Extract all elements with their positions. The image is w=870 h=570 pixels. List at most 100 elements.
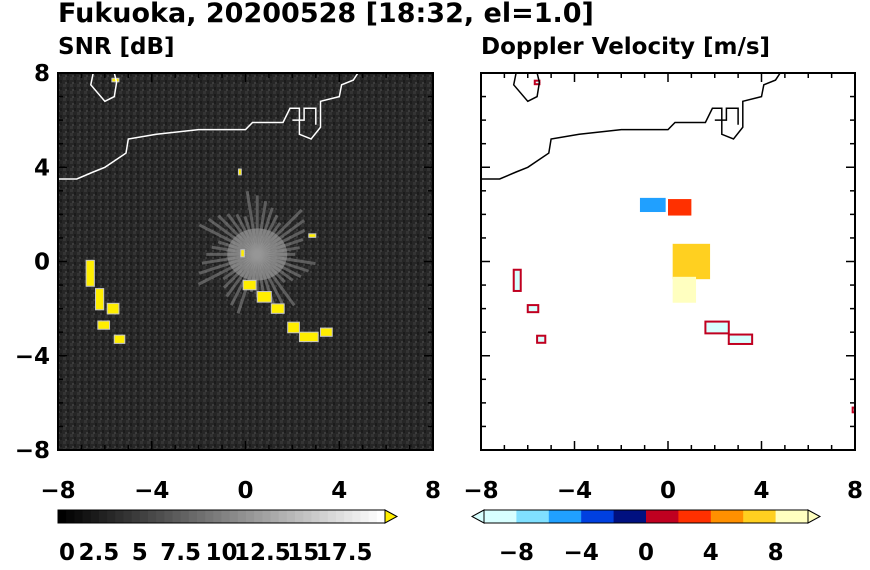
colorbar-bin	[221, 510, 231, 523]
snr-axes: −8 −4 0 4 8 8 4 0 −4 −8	[15, 61, 441, 504]
colorbar-bin	[500, 510, 517, 523]
snr-coastline	[58, 73, 359, 180]
colorbar-bin	[629, 510, 647, 523]
colorbar-tick-label: −8	[499, 540, 534, 566]
x-tick-label: 8	[847, 478, 863, 504]
snr-echo	[85, 259, 95, 287]
colorbar-tick-label: 5	[132, 540, 148, 566]
colorbar-bin	[311, 510, 321, 523]
colorbar-tick-label: 10	[205, 540, 237, 566]
snr-echo	[106, 302, 120, 315]
x-tick-label: −8	[463, 478, 498, 504]
vel-plot-content	[481, 73, 855, 450]
colorbar-bin	[90, 510, 100, 523]
colorbar-bin	[548, 510, 566, 523]
colorbar-bin	[662, 510, 679, 523]
colorbar-bin	[775, 510, 793, 523]
snr-coastline-pier	[292, 107, 317, 125]
colorbar-bin	[58, 510, 67, 523]
colorbar-bin	[188, 510, 198, 523]
colorbar-bin	[262, 510, 272, 523]
y-tick-label: −8	[15, 438, 50, 464]
colorbar-bin	[743, 510, 760, 523]
colorbar-bin	[759, 510, 777, 523]
vel-coastline	[481, 73, 781, 180]
colorbar-tick-label: 17.5	[316, 540, 373, 566]
colorbar-bin	[164, 510, 173, 523]
colorbar-bin	[791, 510, 809, 523]
colorbar-tick-label: 8	[768, 540, 784, 566]
colorbar-bin	[484, 510, 501, 523]
colorbar-bin	[172, 510, 182, 523]
y-tick-label: 4	[34, 155, 50, 181]
snr-echo	[242, 279, 257, 291]
x-tick-label: 4	[753, 478, 769, 504]
colorbar-bin	[360, 510, 370, 523]
colorbar-bin	[532, 510, 550, 523]
colorbar-bin	[115, 510, 124, 523]
snr-echo	[270, 303, 285, 314]
colorbar-extend-arrow	[470, 509, 485, 524]
colorbar-bin	[74, 510, 84, 523]
colorbar-bin	[180, 510, 190, 523]
x-tick-label: 0	[660, 478, 676, 504]
colorbar-bin	[565, 510, 582, 523]
x-tick-label: 4	[331, 478, 347, 504]
colorbar-bin	[335, 510, 345, 523]
colorbar-bin	[368, 510, 378, 523]
vel-coastline-pier	[714, 107, 739, 125]
colorbar-tick-label: 4	[703, 540, 719, 566]
velocity-echo	[672, 276, 697, 303]
velocity-panel-title: Doppler Velocity [m/s]	[481, 34, 771, 60]
velocity-echo	[526, 304, 540, 314]
colorbar-bin	[303, 510, 312, 523]
colorbar-bin	[156, 510, 165, 523]
x-tick-label: 0	[237, 478, 253, 504]
colorbar-tick-label: 0	[59, 540, 75, 566]
colorbar-bin	[82, 510, 92, 523]
velocity-echo	[512, 268, 522, 292]
x-tick-label: −8	[40, 478, 75, 504]
snr-echo	[95, 288, 105, 311]
velocity-echo	[727, 333, 754, 345]
snr-panel-title: SNR [dB]	[58, 34, 175, 60]
colorbar-frame	[483, 509, 809, 524]
colorbar-bin	[727, 510, 744, 523]
snr-echo	[97, 320, 111, 330]
colorbar-tick-label: 12.5	[234, 540, 291, 566]
colorbar-bin	[327, 510, 337, 523]
colorbar-bin	[66, 510, 75, 523]
y-tick-label: −4	[15, 344, 50, 370]
colorbar-bin	[213, 510, 222, 523]
snr-echo	[240, 249, 245, 258]
velocity-echo	[536, 334, 547, 344]
colorbar-bin	[131, 510, 141, 523]
colorbar-bin	[147, 510, 157, 523]
colorbar-bin	[246, 510, 255, 523]
colorbar-bin	[516, 510, 534, 523]
snr-echo	[256, 291, 272, 303]
figure-title: Fukuoka, 20200528 [18:32, el=1.0]	[58, 0, 594, 29]
colorbar-bin	[352, 510, 361, 523]
colorbar-bin	[376, 510, 386, 523]
x-tick-label: −4	[134, 478, 169, 504]
snr-echo	[237, 168, 242, 176]
velocity-background	[481, 73, 855, 450]
colorbar-tick-label: 7.5	[160, 540, 201, 566]
colorbar-bin	[270, 510, 280, 523]
snr-echo	[287, 321, 300, 334]
colorbar-bin	[98, 510, 108, 523]
snr-plot-content	[58, 73, 433, 450]
colorbar-bin	[286, 510, 296, 523]
y-tick-label: 0	[34, 250, 50, 276]
colorbar-tick-label: 0	[638, 540, 654, 566]
colorbar-bin	[123, 510, 133, 523]
colorbar-bin	[613, 510, 631, 523]
colorbar-bin	[229, 510, 239, 523]
velocity-echo	[672, 243, 711, 280]
velocity-colorbar: −8 −4 0 4 8	[470, 509, 822, 566]
velocity-plot-area	[481, 73, 855, 450]
y-tick-label: 8	[34, 61, 50, 87]
